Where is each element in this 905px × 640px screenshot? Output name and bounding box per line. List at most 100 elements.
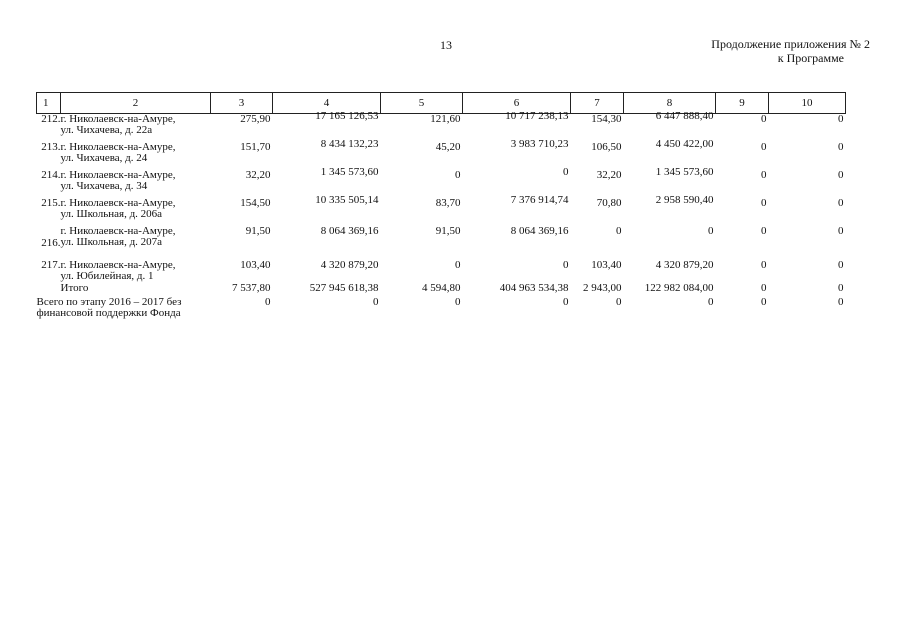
total-col9: 0 bbox=[761, 282, 767, 294]
cell-col4: 4 320 879,20 bbox=[320, 259, 379, 271]
address-line-1: г. Николаевск-на-Амуре, bbox=[60, 141, 176, 153]
col-header-5: 5 bbox=[380, 92, 463, 114]
cell-col5: 0 bbox=[455, 259, 461, 271]
appendix-title: Продолжение приложения № 2 к Программе bbox=[650, 37, 870, 65]
stage-col10: 0 bbox=[838, 296, 844, 308]
total-row: Итого 7 537,80 527 945 618,38 4 594,80 4… bbox=[37, 283, 846, 297]
cell-col10: 0 bbox=[838, 169, 844, 181]
cell-col10: 0 bbox=[838, 141, 844, 153]
cell-col6: 7 376 914,74 bbox=[510, 194, 569, 206]
cell-col5: 83,70 bbox=[435, 197, 461, 209]
address-line-1: г. Николаевск-на-Амуре, bbox=[60, 225, 176, 237]
cell-col3: 103,40 bbox=[240, 259, 271, 271]
cell-col3: 154,50 bbox=[240, 197, 271, 209]
address-cell: г. Николаевск-на-Амуре, ул. Юбилейная, д.… bbox=[61, 260, 211, 283]
stage-col7: 0 bbox=[616, 296, 622, 308]
row-number: 212. bbox=[41, 113, 61, 125]
total-col10: 0 bbox=[838, 282, 844, 294]
total-col8: 122 982 084,00 bbox=[644, 282, 714, 294]
cell-col3: 91,50 bbox=[245, 225, 271, 237]
cell-col8: 4 450 422,00 bbox=[655, 138, 714, 150]
address-cell: г. Николаевск-на-Амуре, ул. Чихачева, д. … bbox=[61, 114, 211, 143]
cell-col8: 4 320 879,20 bbox=[655, 259, 714, 271]
address-cell: г. Николаевск-на-Амуре, ул. Школьная, д. … bbox=[61, 226, 211, 260]
table-row: 217. г. Николаевск-на-Амуре, ул. Юбилейна… bbox=[37, 260, 846, 283]
cell-col5: 0 bbox=[455, 169, 461, 181]
address-line-2: ул. Юбилейная, д. 1 bbox=[60, 270, 154, 282]
total-col7: 2 943,00 bbox=[583, 282, 622, 294]
cell-col3: 32,20 bbox=[245, 169, 271, 181]
address-cell: г. Николаевск-на-Амуре, ул. Чихачева, д. … bbox=[61, 142, 211, 170]
cell-col10: 0 bbox=[838, 197, 844, 209]
cell-col7: 70,80 bbox=[596, 197, 622, 209]
address-line-1: г. Николаевск-на-Амуре, bbox=[60, 197, 176, 209]
address-line-1: г. Николаевск-на-Амуре, bbox=[60, 169, 176, 181]
col-header-2: 2 bbox=[60, 92, 211, 114]
row-number: 217. bbox=[41, 259, 61, 271]
cell-col6: 8 064 369,16 bbox=[510, 225, 569, 237]
cell-col8: 2 958 590,40 bbox=[655, 194, 714, 206]
cell-col7: 106,50 bbox=[591, 141, 622, 153]
address-line-2: ул. Чихачева, д. 22а bbox=[60, 124, 153, 136]
col-header-10: 10 bbox=[768, 92, 846, 114]
row-number: 213. bbox=[41, 141, 61, 153]
col-header-8: 8 bbox=[623, 92, 716, 114]
col-header-4: 4 bbox=[272, 92, 381, 114]
cell-col6: 10 717 238,13 bbox=[505, 110, 569, 122]
table-row: 216. г. Николаевск-на-Амуре, ул. Школьная… bbox=[37, 226, 846, 260]
cell-col4: 1 345 573,60 bbox=[320, 166, 379, 178]
cell-col3: 275,90 bbox=[240, 113, 271, 125]
address-line-1: г. Николаевск-на-Амуре, bbox=[60, 259, 176, 271]
cell-col4: 8 064 369,16 bbox=[320, 225, 379, 237]
stage-col8: 0 bbox=[708, 296, 714, 308]
cell-col5: 121,60 bbox=[430, 113, 461, 125]
cell-col6: 3 983 710,23 bbox=[510, 138, 569, 150]
total-col5: 4 594,80 bbox=[422, 282, 461, 294]
cell-col4: 10 335 505,14 bbox=[315, 194, 379, 206]
cell-col3: 151,70 bbox=[240, 141, 271, 153]
housing-program-table: 1 2 3 4 5 6 7 8 9 10 212. г. Николаевск-… bbox=[36, 92, 846, 321]
table-row: 214. г. Николаевск-на-Амуре, ул. Чихачева… bbox=[37, 166, 846, 198]
cell-col9: 0 bbox=[761, 225, 767, 237]
row-number: 215. bbox=[41, 197, 61, 209]
cell-col4: 8 434 132,23 bbox=[320, 138, 379, 150]
table-row: 212. г. Николаевск-на-Амуре, ул. Чихачева… bbox=[37, 110, 846, 143]
cell-col10: 0 bbox=[838, 225, 844, 237]
table-row: 215. г. Николаевск-на-Амуре, ул. Школьная… bbox=[37, 194, 846, 226]
address-line-2: ул. Школьная, д. 207а bbox=[60, 236, 163, 248]
cell-col7: 103,40 bbox=[591, 259, 622, 271]
col-header-9: 9 bbox=[715, 92, 769, 114]
row-number: 214. bbox=[41, 169, 61, 181]
stage-col4: 0 bbox=[373, 296, 379, 308]
address-line-2: ул. Чихачева, д. 34 bbox=[60, 180, 148, 192]
stage-total-label: Всего по этапу 2016 – 2017 без финансовой… bbox=[37, 297, 211, 321]
cell-col8: 0 bbox=[708, 225, 714, 237]
page-number: 13 bbox=[440, 38, 452, 52]
row-number: 216. bbox=[41, 236, 61, 249]
appendix-line-1: Продолжение приложения № 2 bbox=[711, 37, 870, 51]
cell-col4: 17 165 126,53 bbox=[315, 110, 379, 122]
stage-col9: 0 bbox=[761, 296, 767, 308]
cell-col9: 0 bbox=[761, 259, 767, 271]
total-label: Итого bbox=[60, 282, 89, 294]
cell-col7: 154,30 bbox=[591, 113, 622, 125]
address-cell: г. Николаевск-на-Амуре, ул. Чихачева, д. … bbox=[61, 170, 211, 198]
cell-col9: 0 bbox=[761, 141, 767, 153]
cell-col9: 0 bbox=[761, 197, 767, 209]
header-row: 1 2 3 4 5 6 7 8 9 10 bbox=[36, 92, 846, 114]
col-header-6: 6 bbox=[462, 92, 571, 114]
cell-col5: 91,50 bbox=[435, 225, 461, 237]
stage-label-line-1: Всего по этапу 2016 – 2017 без bbox=[36, 296, 182, 308]
cell-col10: 0 bbox=[838, 113, 844, 125]
cell-col10: 0 bbox=[838, 259, 844, 271]
cell-col8: 1 345 573,60 bbox=[655, 166, 714, 178]
cell-col9: 0 bbox=[761, 169, 767, 181]
col-header-3: 3 bbox=[210, 92, 273, 114]
address-line-2: ул. Школьная, д. 206а bbox=[60, 208, 163, 220]
total-col4: 527 945 618,38 bbox=[309, 282, 379, 294]
table-row: 213. г. Николаевск-на-Амуре, ул. Чихачева… bbox=[37, 138, 846, 170]
cell-col8: 6 447 888,40 bbox=[655, 110, 714, 122]
stage-col3: 0 bbox=[265, 296, 271, 308]
cell-col7: 0 bbox=[616, 225, 622, 237]
total-empty-cell bbox=[37, 283, 61, 297]
